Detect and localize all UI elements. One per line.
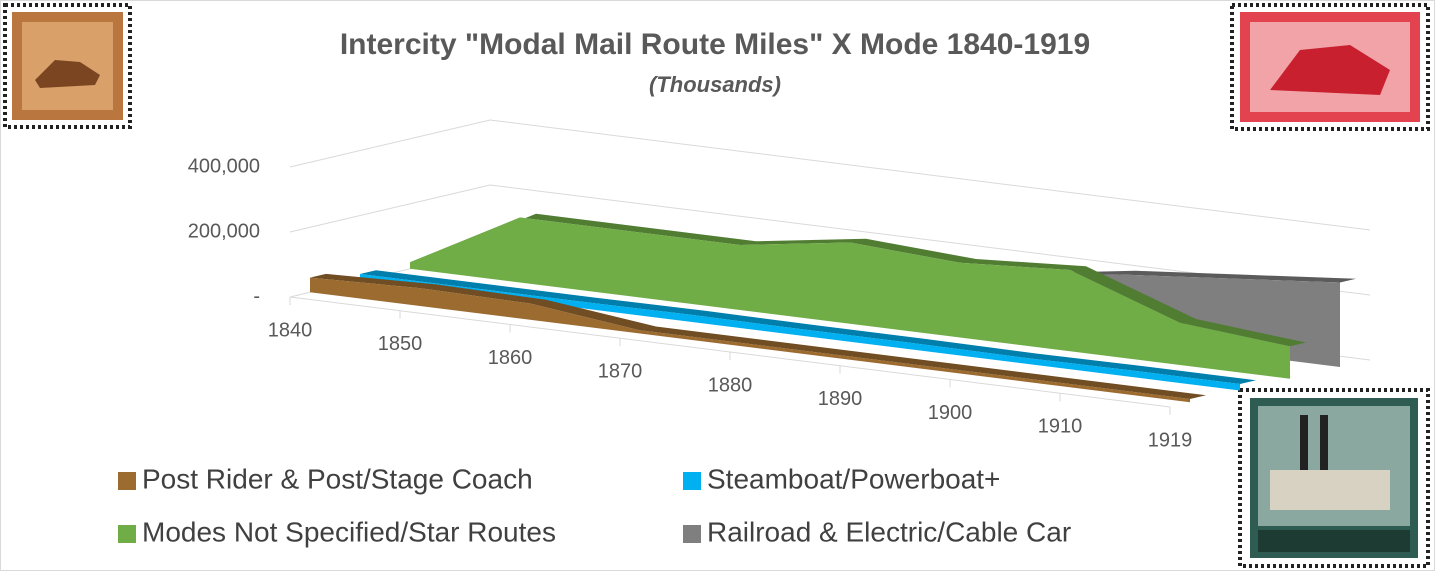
legend-swatch: [683, 472, 701, 490]
x-tick-label: 1850: [378, 333, 423, 355]
x-tick-label: 1840: [268, 319, 313, 341]
chart: Intercity "Modal Mail Route Miles" X Mod…: [0, 0, 1435, 571]
legend-label: Railroad & Electric/Cable Car: [707, 516, 1071, 547]
legend-label: Post Rider & Post/Stage Coach: [142, 463, 533, 494]
stamp-steamboat: [1240, 390, 1428, 566]
page: Intercity "Modal Mail Route Miles" X Mod…: [0, 0, 1435, 571]
legend-swatch: [683, 525, 701, 543]
y-tick-label: 200,000: [188, 220, 260, 242]
x-tick-label: 1900: [928, 402, 973, 424]
x-tick-label: 1890: [818, 388, 863, 410]
stamp-rider: [5, 5, 130, 127]
chart-subtitle: (Thousands): [649, 72, 781, 97]
chart-title: Intercity "Modal Mail Route Miles" X Mod…: [340, 28, 1090, 61]
legend-swatch: [118, 525, 136, 543]
x-tick-label: 1870: [598, 361, 643, 383]
x-tick-label: 1880: [708, 374, 753, 396]
legend-label: Steamboat/Powerboat+: [707, 463, 1000, 494]
legend-swatch: [118, 472, 136, 490]
y-tick-label: 400,000: [188, 155, 260, 177]
stamp-overland: [1232, 5, 1428, 129]
y-tick-label: -: [253, 285, 260, 307]
x-tick-label: 1919: [1148, 429, 1193, 451]
legend-label: Modes Not Specified/Star Routes: [142, 516, 556, 547]
x-tick-label: 1860: [488, 347, 533, 369]
x-tick-label: 1910: [1038, 416, 1083, 438]
